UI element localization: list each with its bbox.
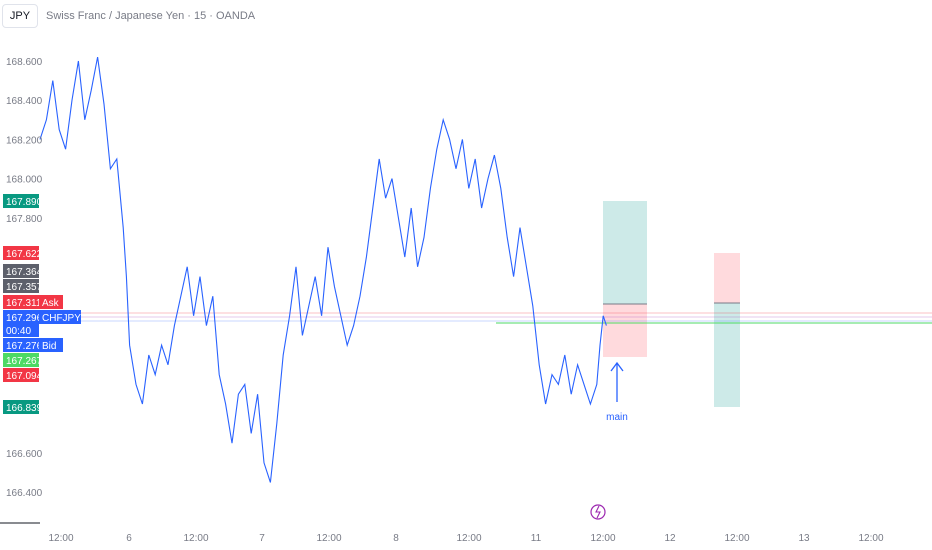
x-tick-label: 12:00	[48, 533, 73, 544]
y-tick-label: 166.600	[6, 449, 43, 460]
up-arrow-head-icon	[610, 361, 624, 372]
x-tick-label: 13	[798, 533, 810, 544]
price-badge-label: 166.839	[6, 403, 43, 414]
x-tick-label: 12:00	[858, 533, 883, 544]
x-tick-label: 12:00	[316, 533, 341, 544]
price-badge-label: 167.267	[6, 356, 43, 367]
price-tag-badge	[39, 310, 81, 324]
price-badge	[3, 353, 39, 367]
y-tick-label: 168.000	[6, 175, 43, 186]
price-badge	[3, 279, 39, 293]
price-badge-label: 167.296	[6, 313, 43, 324]
loss-zone	[603, 304, 647, 357]
y-tick-label: 168.200	[6, 135, 43, 146]
price-tag-badge	[39, 295, 63, 309]
price-tag-label: Ask	[42, 298, 60, 309]
price-badge-label: 167.311	[6, 298, 42, 309]
price-badge-label: 167.364	[6, 267, 43, 278]
price-badge	[3, 338, 39, 352]
price-badge-label: 167.094	[6, 371, 43, 382]
short-profit-zone	[714, 303, 740, 407]
x-tick-label: 8	[393, 533, 399, 544]
price-badge	[3, 310, 39, 324]
price-tag-label: Bid	[42, 341, 56, 352]
symbol-search-button[interactable]: JPY	[2, 4, 38, 28]
price-tag-label: CHFJPY	[42, 313, 81, 324]
x-tick-label: 12:00	[456, 533, 481, 544]
x-tick-label: 12:00	[724, 533, 749, 544]
main-annotation: main	[606, 412, 628, 423]
price-line	[39, 56, 607, 483]
y-tick-label: 168.400	[6, 96, 43, 107]
price-badge-label: 167.357	[6, 282, 43, 293]
x-tick-label: 6	[126, 533, 132, 544]
x-tick-label: 12	[664, 533, 676, 544]
y-tick-label: 167.800	[6, 214, 43, 225]
x-tick-label: 12:00	[183, 533, 208, 544]
x-tick-label: 7	[259, 533, 265, 544]
lightning-bolt-icon	[595, 505, 601, 519]
x-tick-label: 12:00	[590, 533, 615, 544]
price-badge	[3, 323, 39, 337]
price-badge	[3, 246, 39, 260]
y-tick-label: 166.400	[6, 488, 43, 499]
chart-title: Swiss Franc / Japanese Yen · 15 · OANDA	[46, 10, 256, 22]
price-badge-label: 167.890	[6, 197, 43, 208]
price-badge-label: 167.622	[6, 249, 43, 260]
price-badge-label: 00:40	[6, 326, 31, 337]
price-tag-badge	[39, 338, 63, 352]
short-loss-zone	[714, 253, 740, 303]
y-tick-label: 168.600	[6, 57, 43, 68]
x-tick-label: 11	[531, 533, 542, 544]
price-badge	[3, 295, 39, 309]
price-badge-label: 167.276	[6, 341, 43, 352]
profit-zone	[603, 201, 647, 304]
top-bar: JPY Swiss Franc / Japanese Yen · 15 · OA…	[0, 0, 932, 34]
price-badge	[3, 400, 39, 414]
price-badge	[3, 194, 39, 208]
price-badge	[3, 264, 39, 278]
price-badge	[3, 368, 39, 382]
